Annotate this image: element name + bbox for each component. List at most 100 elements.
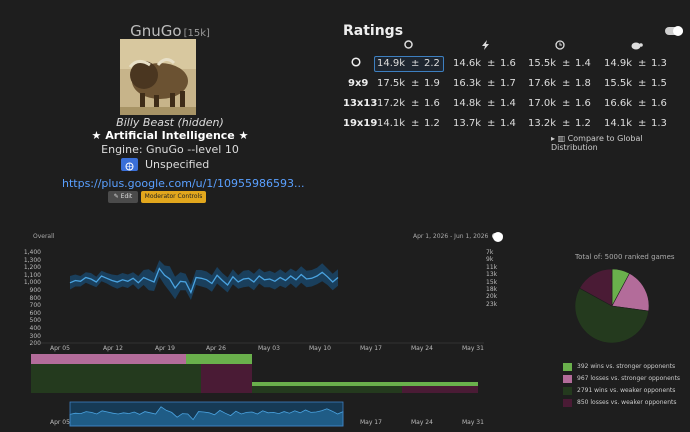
compare-link[interactable]: ▸ ▥ Compare to Global Distribution xyxy=(551,134,690,152)
rating-line xyxy=(69,267,339,295)
overall-speed-icon xyxy=(404,40,413,52)
selected-rating-cell[interactable] xyxy=(374,56,444,72)
rating-pm: ± xyxy=(562,118,571,129)
wins-stronger-bar xyxy=(252,382,478,386)
x-tick-navigator: May 17 xyxy=(360,419,382,426)
x-tick-navigator: May 24 xyxy=(411,419,433,426)
date-range: Apr 1, 2026 - Jun 1, 2026 xyxy=(413,233,489,240)
rating-dev: 1.4 xyxy=(500,98,516,109)
rating-value: 17.5k xyxy=(377,78,406,89)
y-tick-right: 9k xyxy=(486,256,494,264)
y-tick-left: 1,100 xyxy=(23,271,41,279)
rating-dev: 1.6 xyxy=(500,58,516,69)
losses-stronger-bar xyxy=(31,354,186,364)
rating-dev: 1.3 xyxy=(651,118,667,129)
wins-weaker-bar xyxy=(252,386,402,393)
y-tick-left: 800 xyxy=(29,294,41,302)
y-tick-left: 1,200 xyxy=(23,264,41,272)
rating-pm: ± xyxy=(487,98,496,109)
legend-label: 967 losses vs. stronger opponents xyxy=(577,375,681,382)
rating-value: 17.6k xyxy=(528,78,557,89)
rating-value: 14.1k xyxy=(604,118,633,129)
rating-pm: ± xyxy=(411,118,420,129)
rating-dev: 1.4 xyxy=(500,118,516,129)
y-tick-left: 1,000 xyxy=(23,279,41,287)
rating-value: 14.9k xyxy=(604,58,633,69)
website-link[interactable]: https://plus.google.com/u/1/10955986593.… xyxy=(62,177,305,190)
real-name: Billy Beast (hidden) xyxy=(116,116,224,129)
legend-swatch xyxy=(563,399,572,407)
rating-dev: 1.3 xyxy=(651,58,667,69)
y-tick-left: 400 xyxy=(29,325,41,332)
x-tick: Apr 26 xyxy=(206,345,226,352)
star-icon: ★ xyxy=(238,129,249,142)
rating-dev: 1.6 xyxy=(651,98,667,109)
rating-pm: ± xyxy=(411,98,420,109)
rating-pm: ± xyxy=(487,58,496,69)
x-tick: May 17 xyxy=(360,345,382,352)
rating-dev: 1.9 xyxy=(424,78,440,89)
caret-right-icon: ▸ xyxy=(551,134,556,143)
moderator-controls-button[interactable]: Moderator Controls xyxy=(141,191,206,203)
navigator-handle[interactable] xyxy=(69,401,344,427)
username: GnuGo xyxy=(130,22,182,40)
rating-value: 17.0k xyxy=(528,98,557,109)
chart-toggle[interactable] xyxy=(492,232,503,242)
rating-dev: 1.6 xyxy=(575,98,591,109)
edit-label: Edit xyxy=(120,193,133,200)
rank-badge: [15k] xyxy=(183,28,210,39)
y-tick-left: 900 xyxy=(29,287,41,294)
legend-swatch xyxy=(563,363,572,371)
y-tick-right: 20k xyxy=(486,293,498,301)
avatar xyxy=(120,39,196,115)
rating-pm: ± xyxy=(411,78,420,89)
legend-label: 2791 wins vs. weaker opponents xyxy=(577,387,676,394)
ratings-row-label: 19x19 xyxy=(343,118,378,129)
rating-value: 16.6k xyxy=(604,98,633,109)
legend-swatch xyxy=(563,387,572,395)
pie-slice xyxy=(611,272,650,312)
legend-swatch xyxy=(563,375,572,383)
y-tick-right: 13k xyxy=(486,271,498,279)
rating-dev: 1.8 xyxy=(575,78,591,89)
y-tick-left: 200 xyxy=(29,340,41,348)
x-tick: May 03 xyxy=(258,345,280,352)
rating-dev: 1.5 xyxy=(651,78,667,89)
rating-pm: ± xyxy=(638,78,647,89)
edit-button[interactable]: ✎ Edit xyxy=(108,191,138,203)
username-heading: GnuGo [15k] xyxy=(0,22,340,40)
x-tick: May 31 xyxy=(462,345,484,352)
blitz-icon xyxy=(481,40,490,53)
x-tick: Apr 05 xyxy=(50,345,70,352)
y-tick-left: 1,300 xyxy=(23,256,41,264)
country-label: Unspecified xyxy=(145,158,210,171)
rating-deviation-band xyxy=(70,260,338,300)
ratings-row-label: 9x9 xyxy=(348,78,369,89)
rating-value: 15.5k xyxy=(528,58,557,69)
losses-weaker-bar xyxy=(402,386,478,393)
correspondence-icon xyxy=(631,41,643,53)
wins-stronger-bar xyxy=(186,354,252,364)
rating-value: 14.6k xyxy=(453,58,482,69)
y-tick-left: 1,400 xyxy=(23,249,41,256)
y-tick-right: 23k xyxy=(486,300,498,308)
rating-pm: ± xyxy=(562,58,571,69)
buffalo-avatar-icon xyxy=(120,39,196,115)
ratings-toggle[interactable] xyxy=(665,26,683,36)
un-flag-icon xyxy=(121,158,138,171)
y-tick-left: 300 xyxy=(29,332,41,340)
rating-pm: ± xyxy=(562,98,571,109)
rating-dev: 1.2 xyxy=(424,118,440,129)
rating-dev: 1.6 xyxy=(424,98,440,109)
y-tick-right: 7k xyxy=(486,249,494,256)
y-tick-left: 700 xyxy=(29,302,41,310)
pie-slice xyxy=(574,287,649,344)
rating-pm: ± xyxy=(487,78,496,89)
legend-label: 392 wins vs. stronger opponents xyxy=(577,363,676,370)
rating-dev: 2.2 xyxy=(424,58,440,69)
star-icon: ★ xyxy=(91,129,102,142)
x-tick: Apr 12 xyxy=(103,345,123,352)
rating-value: 16.3k xyxy=(453,78,482,89)
chart-series-label: Overall xyxy=(33,233,55,240)
